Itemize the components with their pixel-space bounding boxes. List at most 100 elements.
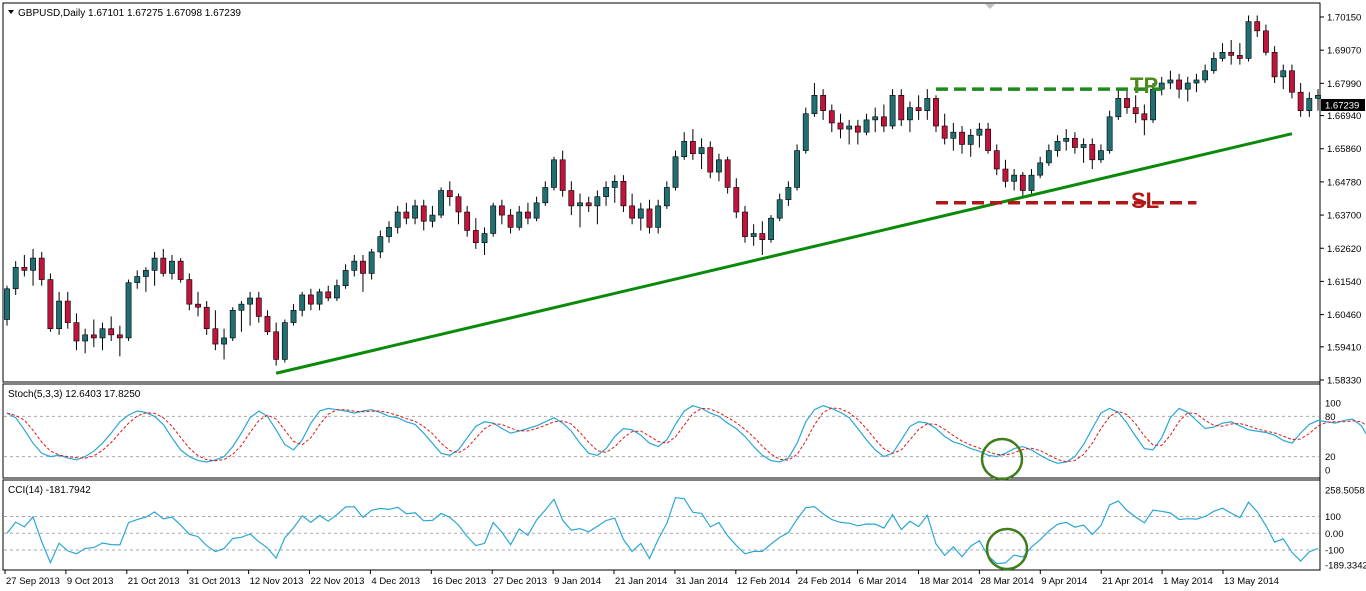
candle-body: [1245, 21, 1252, 59]
date-tick-label: 31 Oct 2013: [189, 576, 241, 587]
candle-body: [811, 95, 818, 115]
candle: [1184, 76, 1191, 102]
candle: [559, 150, 566, 197]
candle-body: [854, 125, 861, 133]
candle: [1280, 64, 1287, 90]
candle-body: [99, 328, 106, 339]
candle-body: [820, 95, 827, 111]
cci-tick-label: 0.00: [1325, 529, 1344, 540]
candle-body: [169, 260, 175, 274]
candle-body: [203, 306, 210, 330]
candle-body: [837, 122, 844, 130]
candle: [169, 255, 175, 280]
candle-body: [742, 211, 748, 237]
candle-body: [273, 331, 280, 360]
candle: [1167, 70, 1174, 90]
candle: [1193, 73, 1200, 93]
symbol-dropdown-icon[interactable]: [8, 10, 14, 14]
date-tick-label: 9 Oct 2013: [67, 576, 113, 587]
candle-body: [1315, 95, 1321, 99]
candle-body: [516, 211, 523, 228]
stoch-axis: 100 80 20 0: [1325, 399, 1341, 477]
candle-body: [915, 107, 922, 111]
date-tick-label: 24 Feb 2014: [798, 576, 851, 587]
candle-body: [368, 251, 375, 274]
candle-body: [481, 233, 488, 244]
symbol-info: GBPUSD,Daily 1.67101 1.67275 1.67098 1.6…: [18, 8, 241, 19]
candle: [507, 208, 514, 234]
candle: [551, 156, 557, 191]
candle-body: [4, 288, 10, 320]
candle: [1219, 43, 1226, 62]
price-tick-label: 1.62620: [1327, 244, 1361, 255]
candle: [377, 230, 384, 259]
price-tick-label: 1.59410: [1327, 342, 1361, 353]
date-tick-label: 13 May 2014: [1224, 576, 1279, 587]
candle-body: [1124, 98, 1130, 108]
candle-body: [1306, 98, 1313, 111]
candle-body: [637, 208, 644, 219]
candle: [412, 199, 418, 225]
candle: [1315, 89, 1321, 111]
candle-body: [264, 316, 271, 333]
candle-body: [12, 266, 19, 290]
candle: [1071, 132, 1078, 154]
cci-line: [6, 496, 1319, 565]
candle-body: [377, 236, 384, 253]
candle-body: [620, 181, 627, 207]
candle-body: [351, 260, 358, 271]
candle: [186, 273, 193, 311]
candle: [716, 153, 722, 182]
candle: [1089, 138, 1096, 170]
candle: [525, 202, 531, 225]
price-tick-label: 1.67990: [1327, 79, 1361, 90]
candle: [689, 129, 696, 160]
candle-body: [507, 214, 514, 228]
candle: [334, 279, 340, 302]
shift-marker-icon[interactable]: [985, 4, 995, 9]
candle-body: [1280, 70, 1287, 78]
candlesticks: [4, 15, 1321, 366]
candle-body: [1098, 150, 1104, 161]
candle-body: [82, 334, 89, 342]
candle: [1306, 92, 1313, 117]
candle-body: [1080, 144, 1087, 148]
trend-line[interactable]: [275, 132, 1293, 375]
candle-body: [238, 303, 245, 311]
price-tick-label: 1.64780: [1327, 177, 1361, 188]
date-tick-label: 9 Jan 2014: [554, 576, 601, 587]
candle-body: [689, 141, 696, 154]
candle: [368, 248, 375, 280]
candle: [360, 255, 366, 292]
candle-body: [1106, 116, 1113, 151]
candle: [1132, 95, 1139, 123]
candle: [1254, 15, 1261, 37]
price-tick-label: 1.65860: [1327, 144, 1361, 155]
candle-body: [889, 95, 896, 127]
candle-body: [438, 190, 445, 216]
candle: [663, 181, 670, 209]
current-price-badge: [1321, 99, 1365, 111]
candle: [238, 301, 245, 332]
candle: [195, 291, 201, 317]
candle-body: [863, 119, 870, 133]
candle-body: [959, 131, 965, 145]
candle: [611, 175, 618, 203]
candle: [1176, 73, 1182, 99]
candle-body: [794, 150, 800, 188]
candle: [1115, 89, 1122, 120]
stoch-main-line: [6, 405, 1366, 464]
candle-body: [342, 270, 349, 287]
candle: [959, 126, 965, 154]
candle-body: [828, 110, 835, 124]
candle: [846, 119, 853, 145]
candle-body: [585, 202, 592, 207]
price-tick-label: 1.61540: [1327, 277, 1361, 288]
candle: [290, 304, 297, 326]
candle: [438, 187, 445, 219]
price-tick-label: 1.66940: [1327, 111, 1361, 122]
candle: [273, 322, 280, 366]
candle: [1080, 138, 1087, 163]
candle-body: [967, 134, 974, 145]
cci-tick-label: 258.5058: [1325, 486, 1365, 497]
